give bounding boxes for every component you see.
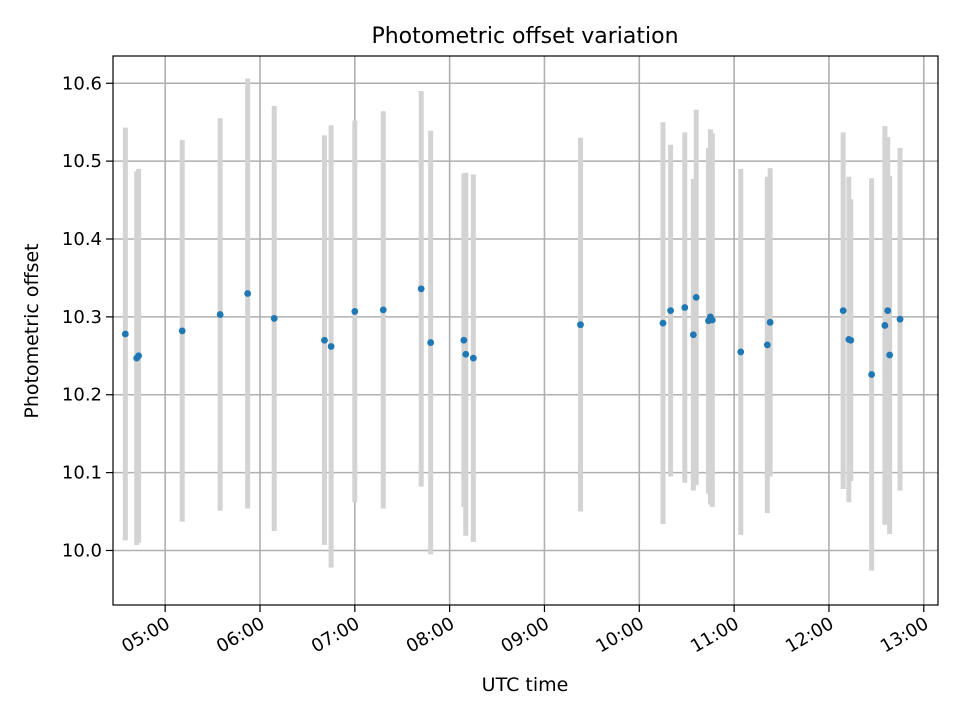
y-tick-label: 10.1 xyxy=(62,463,102,484)
y-tick-label: 10.6 xyxy=(62,73,102,94)
data-point xyxy=(178,327,186,335)
data-point xyxy=(321,336,328,344)
data-point xyxy=(689,331,697,339)
y-tick-label: 10.2 xyxy=(62,385,102,406)
data-point xyxy=(577,321,584,329)
data-point xyxy=(121,330,129,338)
data-point xyxy=(659,319,667,327)
grid-layer xyxy=(113,56,938,605)
chart-title: Photometric offset variation xyxy=(371,24,678,49)
data-point xyxy=(135,352,143,360)
data-point xyxy=(766,318,774,326)
x-axis-label: UTC time xyxy=(482,674,569,696)
data-point xyxy=(681,304,689,311)
data-point xyxy=(462,350,470,358)
y-tick-label: 10.0 xyxy=(62,540,102,561)
data-point xyxy=(417,285,425,293)
data-point xyxy=(216,311,224,318)
data-point xyxy=(469,354,477,362)
data-point xyxy=(460,336,468,344)
data-point xyxy=(708,316,716,324)
data-point xyxy=(881,322,889,329)
data-point xyxy=(868,371,876,378)
data-point xyxy=(427,339,435,346)
data-point xyxy=(351,308,359,315)
data-point xyxy=(884,307,892,315)
point-layer xyxy=(121,285,904,378)
y-tick-label: 10.4 xyxy=(62,229,102,250)
data-point xyxy=(327,343,335,350)
data-point xyxy=(737,348,745,356)
y-tick-label: 10.3 xyxy=(62,307,102,328)
data-point xyxy=(886,351,894,359)
data-point xyxy=(847,336,855,344)
data-point xyxy=(379,306,387,314)
data-point xyxy=(667,307,674,315)
y-tick-label: 10.5 xyxy=(62,151,102,172)
plot-frame xyxy=(112,55,939,606)
data-point xyxy=(839,307,847,315)
data-point xyxy=(692,294,700,301)
data-point xyxy=(896,315,904,323)
y-axis-label: Photometric offset xyxy=(21,243,43,418)
data-point xyxy=(244,290,252,297)
data-point xyxy=(763,341,771,349)
data-point xyxy=(270,315,278,322)
